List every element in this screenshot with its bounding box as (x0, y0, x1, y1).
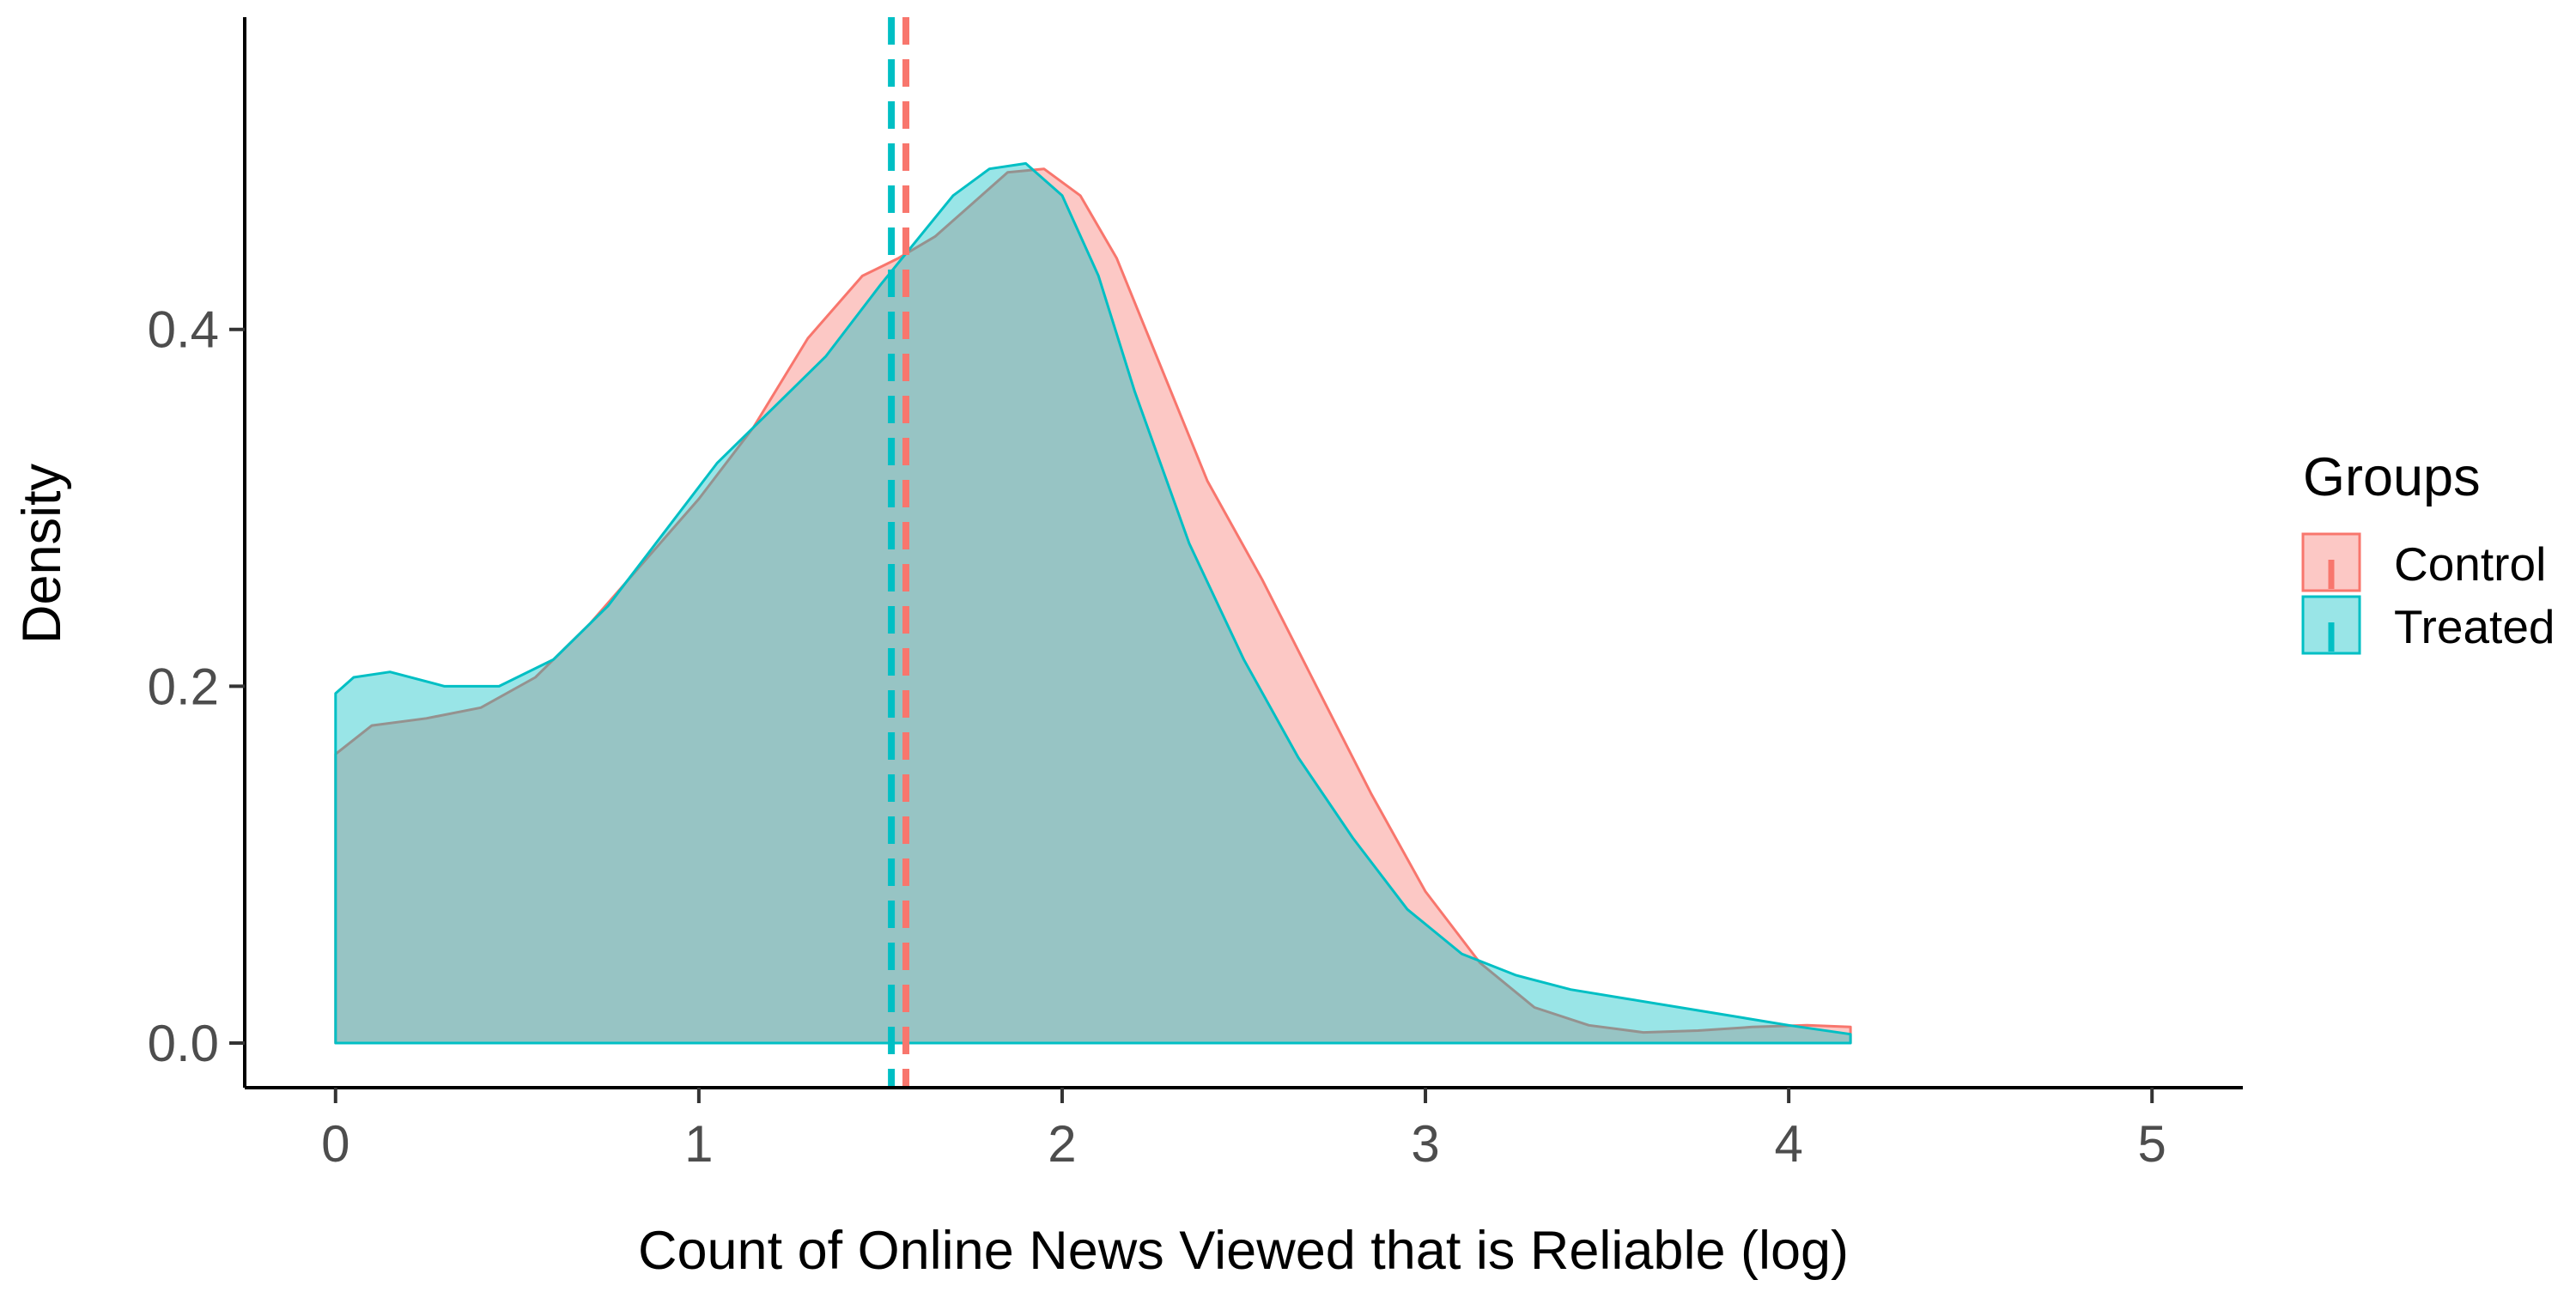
y-axis-title: Density (12, 463, 72, 644)
y-tick-label: 0.4 (148, 301, 219, 359)
legend: Groups Control Treated (2301, 447, 2555, 655)
axes: 0 1 2 3 4 5 0.0 0.2 0.4 (148, 17, 2243, 1173)
x-tick-label: 5 (2138, 1115, 2166, 1173)
x-axis-title: Count of Online News Viewed that is Reli… (638, 1221, 1849, 1281)
density-area-treated (334, 161, 1852, 1045)
legend-label-control: Control (2394, 537, 2546, 591)
x-tick-label: 4 (1774, 1115, 1802, 1173)
y-tick-label: 0.2 (148, 658, 219, 715)
y-tick-label: 0.0 (148, 1015, 219, 1072)
plot-area (334, 17, 1852, 1088)
legend-item-treated: Treated (2301, 595, 2555, 655)
legend-label-treated: Treated (2394, 600, 2555, 653)
x-tick-label: 2 (1048, 1115, 1076, 1173)
legend-item-control: Control (2301, 532, 2546, 592)
x-tick-label: 3 (1411, 1115, 1439, 1173)
x-tick-label: 1 (684, 1115, 713, 1173)
legend-title: Groups (2303, 447, 2481, 507)
x-tick-label: 0 (321, 1115, 349, 1173)
